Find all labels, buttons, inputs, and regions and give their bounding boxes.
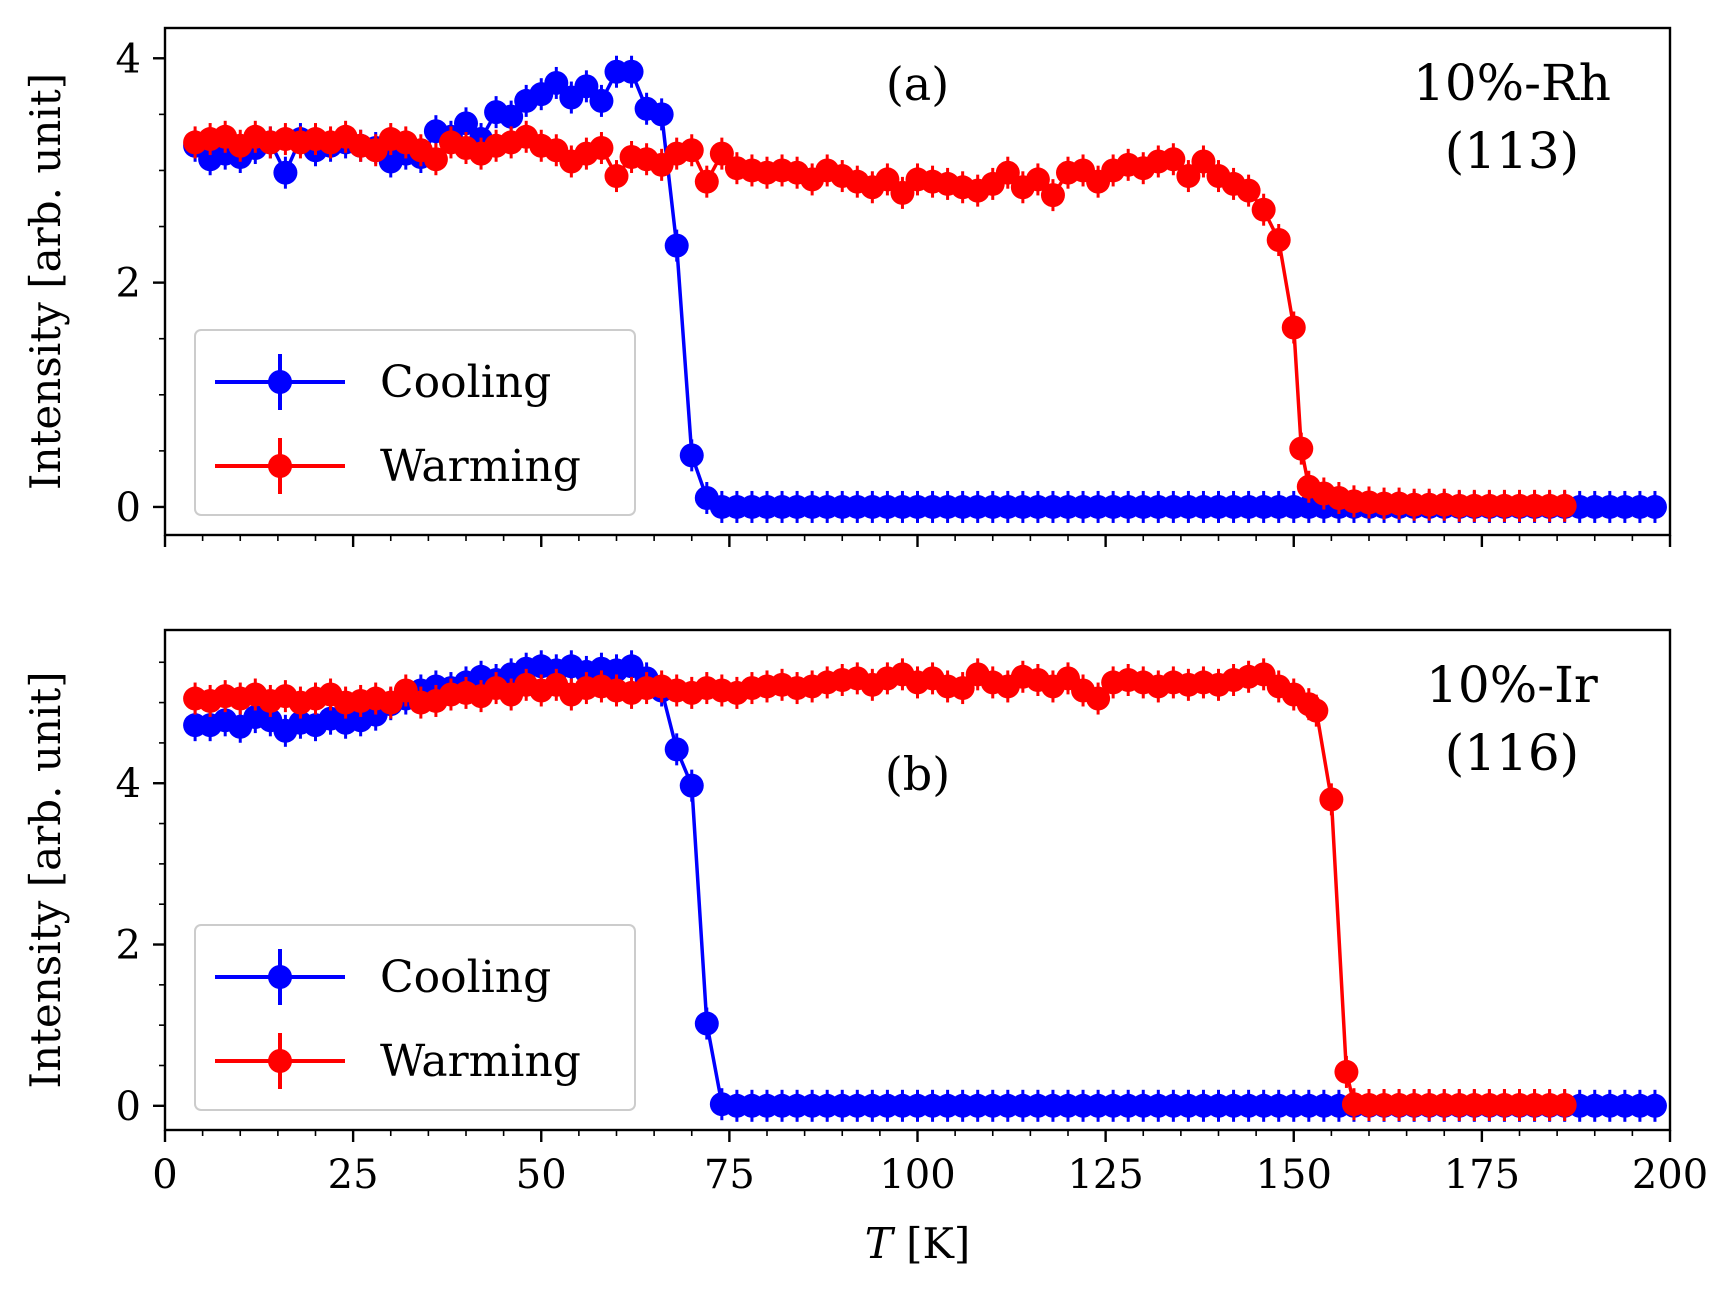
x-tick-label: 0 [152, 1152, 177, 1198]
x-tick-label: 25 [328, 1152, 379, 1198]
data-point [1334, 1059, 1359, 1084]
data-point [679, 443, 704, 468]
data-point [454, 111, 478, 136]
reflection-label: (113) [1445, 122, 1579, 180]
data-point [1176, 164, 1201, 189]
x-tick-label: 175 [1444, 1152, 1520, 1198]
data-point [1266, 227, 1291, 252]
legend-entry-cooling: Cooling [215, 354, 551, 410]
x-tick-label: 125 [1067, 1152, 1143, 1198]
x-axis-label: T [K] [865, 1219, 971, 1268]
legend-entry-cooling: Cooling [215, 949, 551, 1005]
data-point [273, 160, 298, 185]
x-tick-label: 100 [879, 1152, 955, 1198]
data-point [1161, 147, 1186, 172]
data-point [1552, 1093, 1577, 1117]
data-point [664, 233, 689, 258]
y-tick-label: 2 [116, 261, 141, 307]
data-point [649, 102, 674, 127]
data-point [995, 160, 1020, 185]
series-warming [183, 120, 1577, 522]
y-tick-label: 2 [116, 923, 141, 969]
data-point [709, 141, 734, 166]
data-point [1086, 686, 1111, 711]
legend: Cooling Warming [194, 924, 636, 1111]
data-point [1642, 494, 1667, 519]
legend-label-cooling: Cooling [380, 357, 551, 408]
data-point [664, 737, 689, 762]
panel-a: 0 2 4 Intensity [arb. unit] (a) 10%-Rh (11… [21, 26, 1672, 547]
series-layer [183, 55, 1667, 523]
legend-entry-warming: Warming [215, 1033, 581, 1089]
x-tick-label: 200 [1632, 1152, 1708, 1198]
legend-entry-warming: Warming [215, 438, 581, 494]
plot-frame [163, 628, 1672, 1132]
sample-label: 10%-Rh [1413, 54, 1611, 112]
data-point [1304, 698, 1329, 723]
y-axis-label: Intensity [arb. unit] [21, 73, 70, 490]
data-point [1191, 149, 1216, 174]
x-axis-variable: T [865, 1219, 906, 1268]
y-axis-label: Intensity [arb. unit] [21, 671, 70, 1088]
data-point [604, 164, 629, 189]
data-point [589, 136, 614, 161]
data-point [1025, 167, 1050, 192]
ticks-layer: 0 2 4 [116, 36, 1672, 547]
data-point [1642, 1093, 1667, 1118]
sample-label: 10%-Ir [1426, 656, 1598, 714]
legend-label-warming: Warming [380, 441, 581, 492]
data-point [694, 1011, 719, 1036]
data-point [679, 138, 704, 163]
data-point [589, 88, 614, 113]
legend: Cooling Warming [194, 329, 636, 516]
legend-box [194, 329, 636, 516]
panel-label: (a) [886, 57, 949, 111]
data-point [1289, 436, 1314, 461]
data-point [1552, 493, 1577, 518]
data-point [544, 70, 569, 95]
data-point [423, 147, 448, 172]
plot-frame [163, 26, 1672, 537]
data-point [1251, 197, 1276, 222]
series-layer [183, 650, 1667, 1122]
x-axis-unit: [K] [906, 1219, 970, 1268]
data-point [1281, 315, 1306, 340]
data-point [1040, 183, 1065, 208]
panel-label: (b) [885, 747, 950, 801]
data-point [619, 59, 644, 84]
data-point [1236, 178, 1261, 203]
x-tick-label: 50 [516, 1152, 567, 1198]
y-tick-label: 0 [116, 1084, 141, 1130]
data-point [679, 773, 704, 798]
legend-label-warming: Warming [380, 1036, 581, 1087]
data-point [1319, 787, 1344, 812]
series-cooling [183, 650, 1667, 1122]
data-point [574, 74, 599, 99]
reflection-label: (116) [1445, 724, 1579, 782]
x-tick-label: 75 [704, 1152, 755, 1198]
x-tick-label: 150 [1256, 1152, 1332, 1198]
panel-b: 0 25 50 75 100 125 150 175 200 0 2 4 Intensity [arb… [21, 628, 1708, 1268]
y-tick-label: 0 [116, 485, 141, 531]
data-point [499, 104, 524, 129]
legend-label-cooling: Cooling [380, 952, 551, 1003]
data-point [694, 169, 719, 194]
legend-box [194, 924, 636, 1111]
ticks-layer: 0 25 50 75 100 125 150 175 200 0 2 4 [116, 661, 1708, 1198]
y-tick-label: 4 [116, 36, 141, 82]
series-warming [183, 658, 1577, 1121]
y-tick-label: 4 [116, 761, 141, 807]
